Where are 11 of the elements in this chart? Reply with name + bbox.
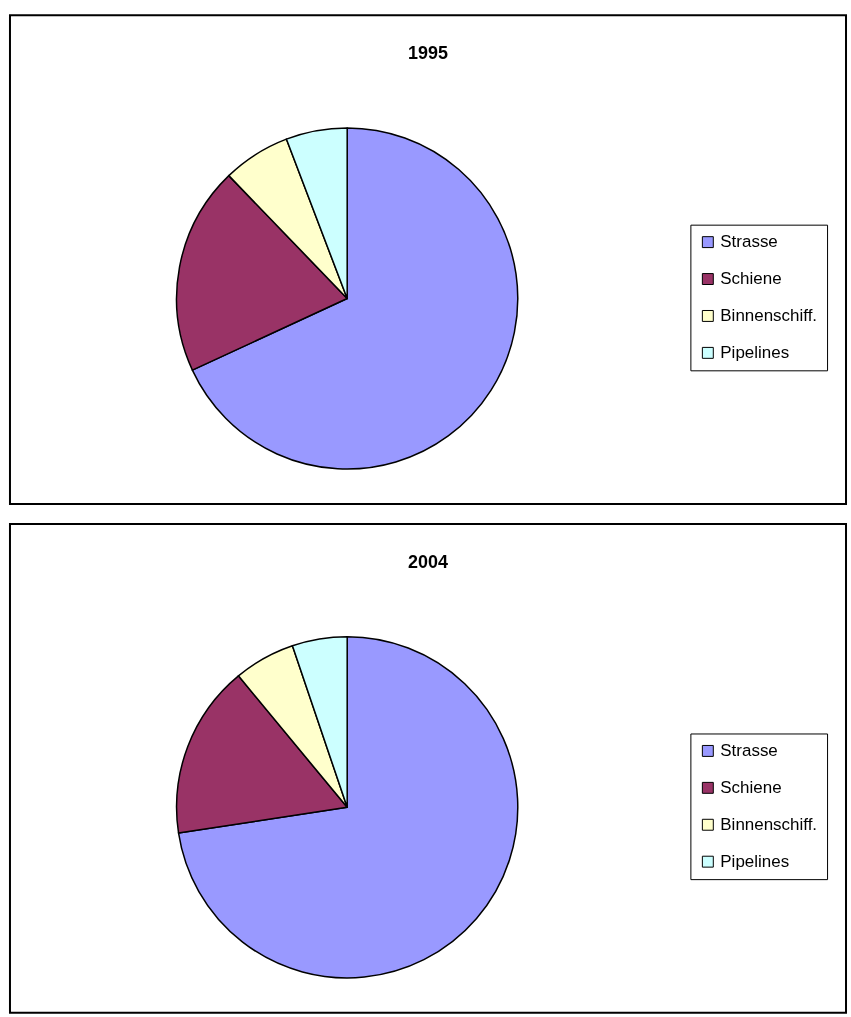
legend-label: Strasse <box>720 740 778 760</box>
legend-label: Schiene <box>720 777 782 797</box>
legend-label: Pipelines <box>720 342 790 362</box>
legend-label: Binnenschiff. <box>720 305 818 325</box>
legend-label: Pipelines <box>720 851 790 871</box>
chart-title: 1995 <box>408 43 448 64</box>
chart-title: 2004 <box>408 551 448 572</box>
legend-label: Strasse <box>720 232 778 252</box>
legend-label: Schiene <box>720 269 782 289</box>
legend-label: Binnenschiff. <box>720 814 818 834</box>
pie-slice <box>177 635 519 979</box>
